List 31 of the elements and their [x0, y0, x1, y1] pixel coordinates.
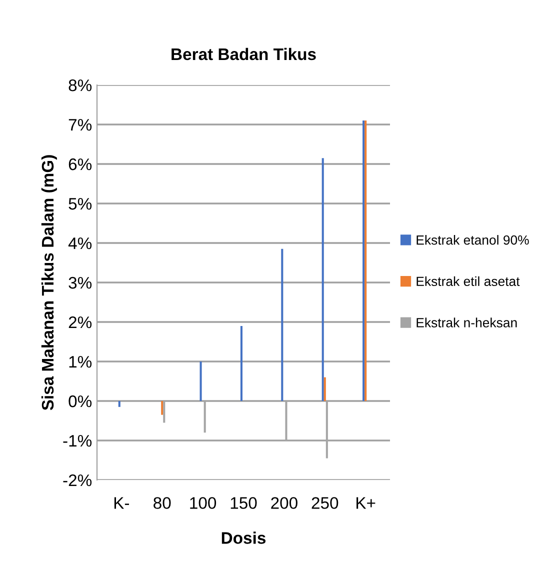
bar: [200, 362, 202, 401]
y-tick-label: 1%: [69, 356, 92, 368]
x-tick-label: 250: [312, 497, 338, 509]
x-tick-label: 100: [190, 497, 216, 509]
y-tick-label: 0%: [68, 395, 92, 408]
x-tick-label: 80: [154, 497, 171, 509]
legend-label: Ekstrak etanol 90%: [416, 235, 529, 245]
bar: [281, 248, 284, 401]
legend-label: Ekstrak etil asetat: [416, 276, 520, 286]
x-tick-label: K-: [114, 497, 130, 509]
y-tick-label: 3%: [68, 276, 92, 289]
x-axis-title: Dosis: [222, 532, 266, 544]
y-tick-label: 6%: [68, 158, 92, 170]
bar: [322, 158, 324, 401]
x-tick-label: 200: [271, 497, 298, 509]
bar: [324, 377, 326, 401]
y-axis-title: Sisa Makanan Tikus Dalam (mG): [41, 155, 57, 410]
y-tick-label: 2%: [68, 316, 92, 328]
x-tick-label: K+: [356, 497, 376, 509]
y-tick-label: 7%: [68, 118, 92, 131]
bar: [240, 326, 242, 401]
y-tick-label: -2%: [63, 474, 92, 486]
legend-label: Ekstrak n-heksan: [416, 318, 517, 328]
y-tick-label: 4%: [68, 237, 92, 250]
bar: [118, 401, 120, 407]
y-tick-label: 8%: [68, 79, 92, 92]
chart-title: Berat Badan Tikus: [172, 48, 316, 60]
bar: [161, 401, 164, 415]
y-tick-label: 5%: [68, 198, 92, 210]
x-tick-label: 150: [230, 497, 257, 509]
y-tick-label: -1%: [63, 434, 92, 447]
